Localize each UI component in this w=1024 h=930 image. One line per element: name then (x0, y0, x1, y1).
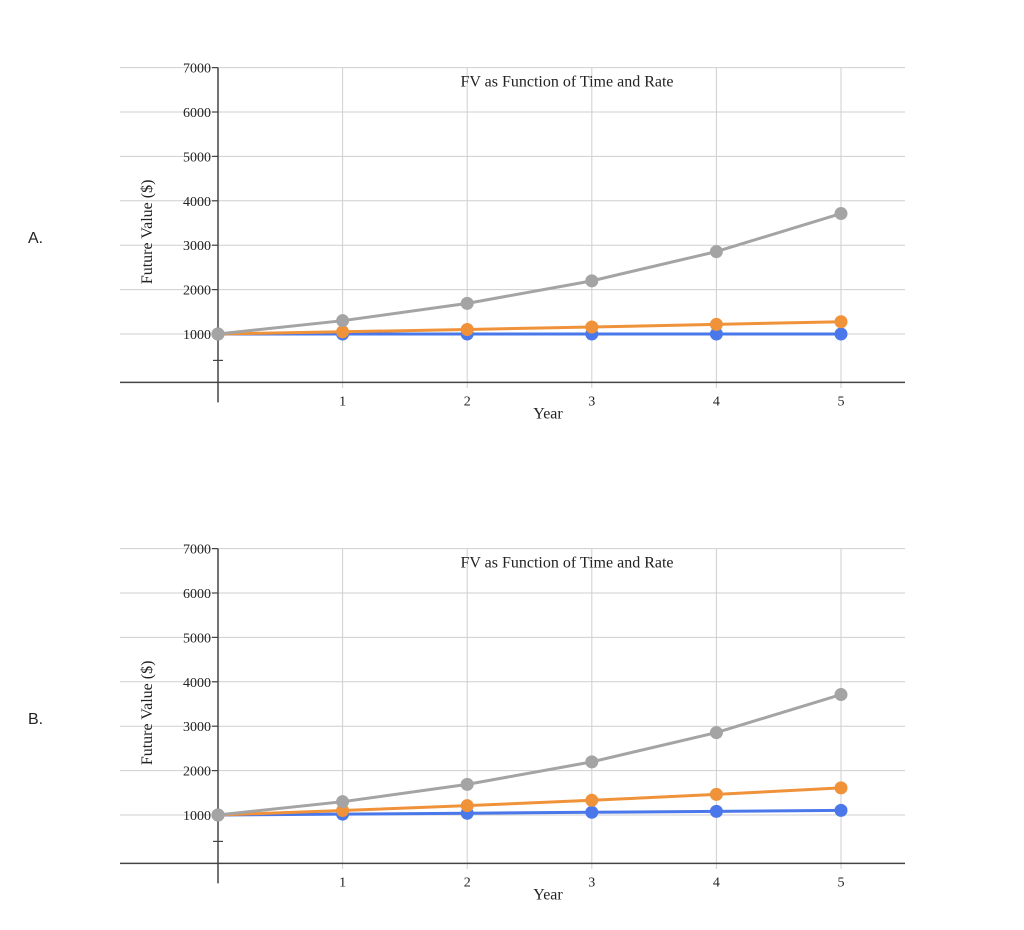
series-line-0 (217, 808, 842, 817)
x-tick-label: 2 (464, 394, 471, 409)
y-tick-label: 2000 (183, 765, 211, 780)
data-point (460, 296, 474, 310)
x-tick-label: 1 (339, 875, 346, 890)
x-tick-label: 1 (339, 394, 346, 409)
panel-a-label: A. (28, 230, 44, 247)
data-point (336, 325, 350, 339)
panel-b-label: B. (28, 711, 44, 728)
series-line-2 (217, 212, 842, 336)
data-point (460, 322, 474, 336)
data-point (709, 726, 723, 740)
x-tick-label: 3 (588, 394, 595, 409)
data-point (211, 808, 225, 822)
series-line-2 (217, 693, 842, 817)
series-line-1 (217, 786, 842, 817)
y-tick-label: 2000 (183, 284, 211, 299)
data-point (709, 804, 723, 818)
chart-a: 1000 2000 3000 4000 5000 6000 7000 1 2 3 4 5 FV as F… (120, 62, 905, 422)
x-tick-label: 3 (588, 875, 595, 890)
data-point (709, 317, 723, 331)
x-axis-title: Year (533, 405, 563, 422)
y-tick-label: 7000 (183, 543, 211, 558)
x-tick-label: 4 (713, 875, 720, 890)
x-tick-label: 4 (713, 394, 720, 409)
y-axis-title: Future Value ($) (139, 661, 156, 766)
data-point (460, 799, 474, 813)
x-axis-title: Year (533, 886, 563, 903)
y-tick-label: 6000 (183, 587, 211, 602)
y-tick-label: 1000 (183, 328, 211, 343)
data-point (834, 327, 848, 341)
data-point (336, 314, 350, 328)
data-point (834, 207, 848, 221)
y-axis-title: Future Value ($) (139, 180, 156, 285)
y-tick-label: 3000 (183, 239, 211, 254)
data-point (336, 795, 350, 809)
y-tick-label: 5000 (183, 631, 211, 646)
x-tick-label: 5 (838, 394, 845, 409)
series-line-1 (217, 320, 842, 336)
y-tick-label: 4000 (183, 195, 211, 210)
data-point (336, 804, 350, 818)
y-tick-label: 3000 (183, 720, 211, 735)
data-point (585, 320, 599, 334)
y-tick-label: 6000 (183, 106, 211, 121)
x-tick-label: 2 (464, 875, 471, 890)
data-point (460, 777, 474, 791)
y-tick-label: 4000 (183, 676, 211, 691)
data-point (709, 327, 723, 341)
data-point (585, 274, 599, 288)
y-tick-label: 1000 (183, 809, 211, 824)
data-point (585, 755, 599, 769)
data-point (585, 805, 599, 819)
y-tick-label: 5000 (183, 150, 211, 165)
data-point (585, 793, 599, 807)
data-point (709, 787, 723, 801)
chart-title: FV as Function of Time and Rate (460, 74, 673, 91)
chart-b: 1000 2000 3000 4000 5000 6000 7000 1 2 3 4 5 FV as F… (120, 543, 905, 903)
chart-title: FV as Function of Time and Rate (460, 555, 673, 572)
data-point (834, 315, 848, 329)
data-point (834, 803, 848, 817)
data-point (834, 688, 848, 702)
x-tick-label: 5 (838, 875, 845, 890)
data-point (834, 781, 848, 795)
data-point (211, 327, 225, 341)
y-tick-label: 7000 (183, 62, 211, 77)
data-point (709, 245, 723, 259)
